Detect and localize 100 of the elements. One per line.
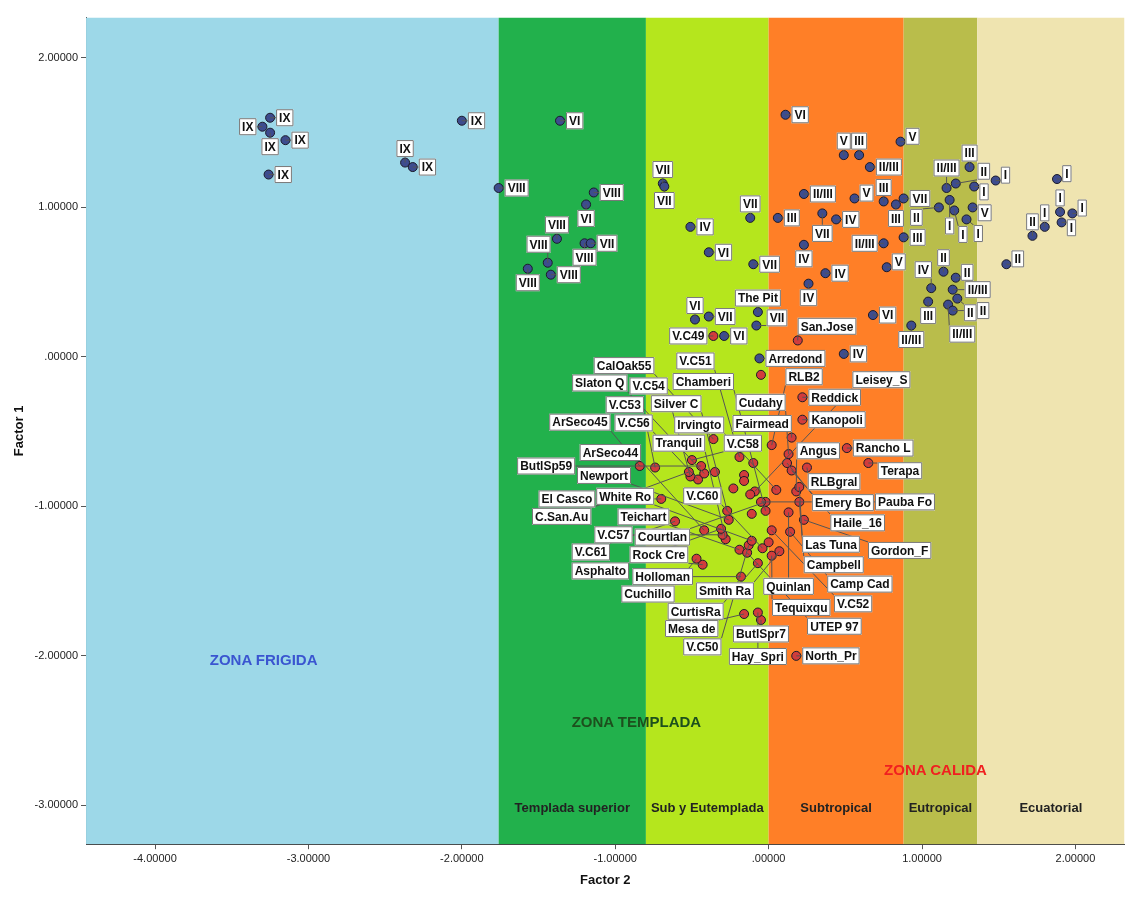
annotation: Quinlan xyxy=(766,579,811,594)
annotation: II/III xyxy=(936,161,957,176)
annotation: CalOak55 xyxy=(596,358,652,373)
annotation: Hay_Spri xyxy=(731,649,784,664)
annotation: V xyxy=(894,255,903,270)
annotation: I xyxy=(947,219,952,234)
annotation: I xyxy=(982,185,986,200)
annotation: I xyxy=(1058,191,1062,206)
annotation: V.C57 xyxy=(597,528,630,543)
annotation: Teichart xyxy=(620,510,667,525)
annotation: II xyxy=(980,164,988,179)
annotation: Chamberi xyxy=(675,374,731,389)
annotation: II/III xyxy=(854,236,875,251)
annotation: VII xyxy=(912,191,928,206)
annotation: San.Jose xyxy=(800,319,854,334)
annotation: White Ro xyxy=(599,489,652,504)
annotation: II xyxy=(1014,252,1022,267)
annotation: Fairmead xyxy=(735,416,789,431)
annotation: Kanopoli xyxy=(811,413,863,427)
annotation: IV xyxy=(699,220,711,235)
annotation: I xyxy=(1065,166,1069,181)
annotation: VII xyxy=(762,257,777,272)
x-axis-title: Factor 2 xyxy=(579,871,631,887)
annotation: Courtlan xyxy=(637,530,688,545)
x-tick-label: -3.00000 xyxy=(286,851,331,864)
annotation: IX xyxy=(242,120,254,135)
annotation: VIII xyxy=(575,250,594,265)
x-tick-label: 2.00000 xyxy=(1055,851,1096,864)
annotation: IX xyxy=(279,111,291,126)
band-label: Subtropical xyxy=(800,799,872,815)
annotation: III xyxy=(912,230,923,245)
y-axis-title: Factor 1 xyxy=(11,405,27,457)
annotation: VII xyxy=(717,309,733,324)
annotation: II xyxy=(913,210,920,225)
annotation: Tranquil xyxy=(655,436,703,451)
annotation: IX xyxy=(277,167,289,182)
annotation: Angus xyxy=(799,444,838,459)
annotation: Pauba Fo xyxy=(877,495,932,510)
annotation: II xyxy=(966,306,974,321)
annotation: I xyxy=(961,227,965,242)
x-tick-label: .00000 xyxy=(751,851,786,864)
annotation: Mesa de xyxy=(668,621,716,636)
annotation: IX xyxy=(421,160,434,175)
y-tick-label: 1.00000 xyxy=(38,200,79,213)
annotation: C.San.Au xyxy=(535,509,589,524)
annotation: VIII xyxy=(559,268,578,283)
annotation: Arredond xyxy=(768,351,823,366)
annotation: V.C61 xyxy=(574,545,608,560)
annotation: I xyxy=(976,226,980,241)
annotation: VII xyxy=(769,311,785,326)
annotation: VII xyxy=(742,197,758,212)
annotation: Tequixqu xyxy=(775,600,828,615)
annotation: VIII xyxy=(602,185,621,200)
annotation: V xyxy=(908,129,917,144)
annotation: VI xyxy=(717,245,730,260)
annotation: RLB2 xyxy=(788,370,821,385)
annotation: Irvingto xyxy=(677,418,722,433)
annotation: IX xyxy=(399,141,411,156)
annotation: V.C52 xyxy=(836,597,870,612)
annotation: Silver C xyxy=(653,397,699,412)
annotation: ArSeco45 xyxy=(552,415,608,430)
annotation: Gordon_F xyxy=(871,543,929,558)
annotation: Emery Bo xyxy=(814,495,871,510)
annotation: El Casco xyxy=(541,492,593,507)
annotation: IX xyxy=(470,114,483,129)
annotation: Cudahy xyxy=(738,395,783,410)
annotation: II xyxy=(940,251,947,266)
annotation: III xyxy=(878,180,889,195)
y-tick-label: -3.00000 xyxy=(34,798,79,811)
annotation: VIII xyxy=(529,237,548,252)
y-tick-label: 2.00000 xyxy=(38,50,79,63)
x-tick-label: -1.00000 xyxy=(593,851,637,864)
annotation: VIII xyxy=(507,181,526,196)
annotation: III xyxy=(923,308,934,323)
annotation: Asphalto xyxy=(574,564,627,579)
annotation: VIII xyxy=(518,276,537,291)
annotation: V.C54 xyxy=(632,379,666,394)
annotation: VI xyxy=(733,329,745,344)
annotation: Terapa xyxy=(880,464,920,478)
annotation: IV xyxy=(845,212,857,227)
annotation: Campbell xyxy=(806,558,861,573)
annotation: VIII xyxy=(547,218,566,233)
annotation: VI xyxy=(569,114,581,129)
annotation: V.C60 xyxy=(686,489,719,504)
annotation: Camp Cad xyxy=(830,577,890,592)
annotation: II/III xyxy=(967,282,988,297)
annotation: VI xyxy=(689,298,701,313)
annotation: North_Pr xyxy=(805,649,857,664)
annotation: III xyxy=(854,134,865,149)
annotation: V.C50 xyxy=(686,640,719,655)
annotation: II xyxy=(979,303,987,318)
annotation: III xyxy=(786,211,797,226)
annotation: IV xyxy=(917,262,929,277)
annotation: I xyxy=(1003,168,1008,183)
annotation: Smith Ra xyxy=(698,584,752,599)
annotation: VI xyxy=(580,211,592,226)
annotation: V.C49 xyxy=(672,329,705,344)
band-label: Templada superior xyxy=(514,799,630,815)
annotation: IV xyxy=(834,266,846,281)
annotation: V.C53 xyxy=(608,398,642,413)
